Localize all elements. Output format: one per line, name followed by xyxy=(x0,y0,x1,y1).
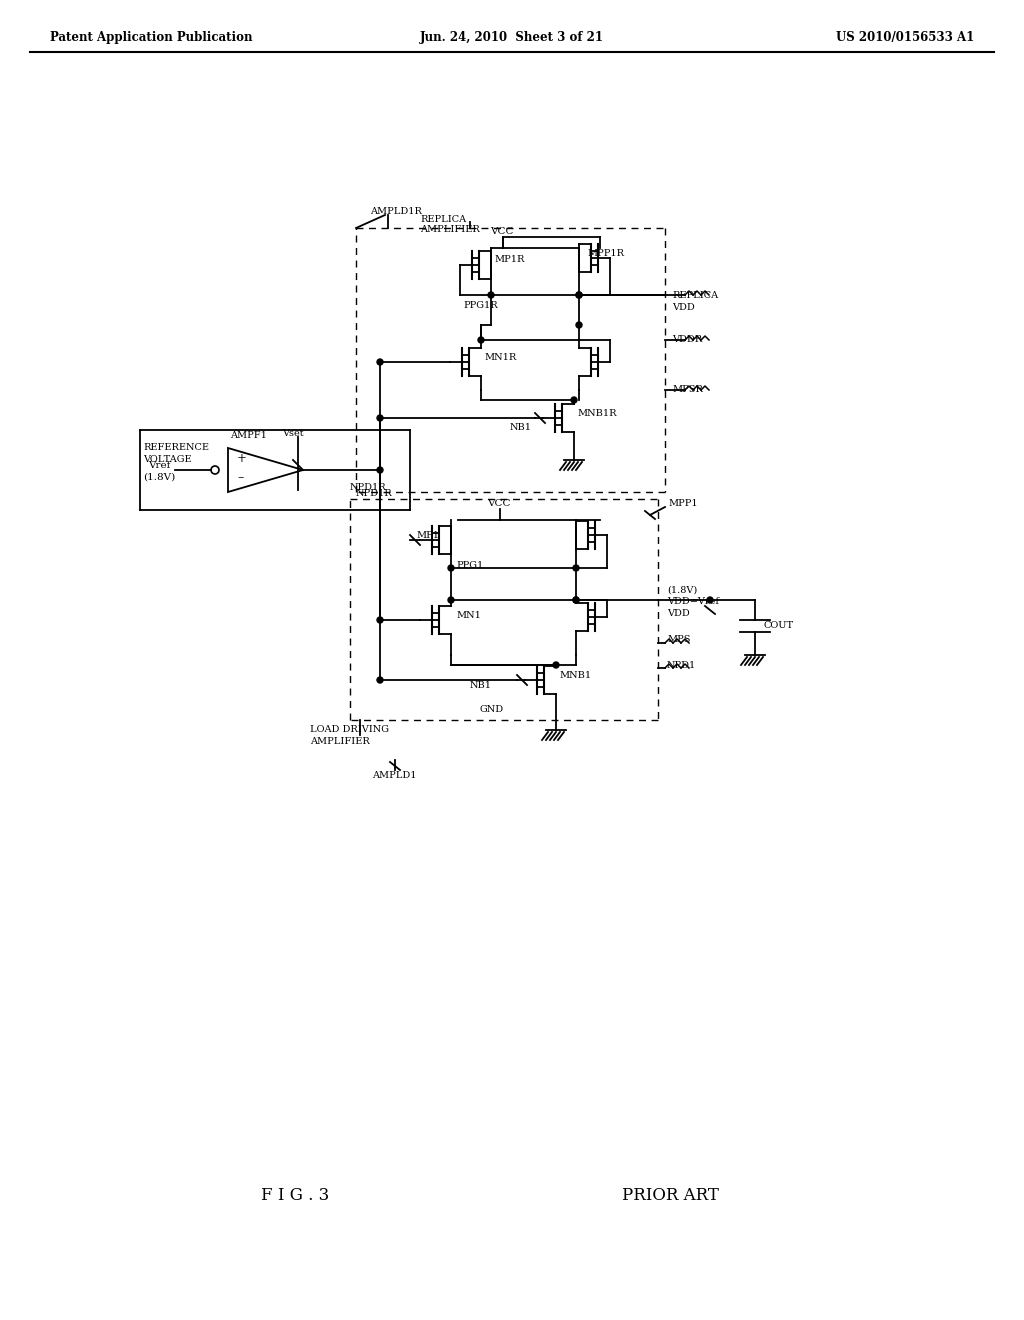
Circle shape xyxy=(377,467,383,473)
Circle shape xyxy=(575,292,582,298)
Circle shape xyxy=(488,292,494,298)
Circle shape xyxy=(575,322,582,327)
Text: AMPLIFIER: AMPLIFIER xyxy=(420,224,480,234)
Text: REPLICA: REPLICA xyxy=(672,290,718,300)
Text: F I G . 3: F I G . 3 xyxy=(261,1187,329,1204)
Text: (1.8V): (1.8V) xyxy=(143,473,175,482)
Text: –: – xyxy=(237,471,244,484)
Text: MP1: MP1 xyxy=(416,531,439,540)
Circle shape xyxy=(573,597,579,603)
Text: MN1: MN1 xyxy=(456,610,481,619)
Text: MPP1R: MPP1R xyxy=(587,248,624,257)
Circle shape xyxy=(449,565,454,572)
Text: AMPF1: AMPF1 xyxy=(230,430,267,440)
Text: VCC: VCC xyxy=(487,499,511,508)
Circle shape xyxy=(571,397,577,403)
Text: NPD1R: NPD1R xyxy=(350,483,387,492)
Circle shape xyxy=(478,337,484,343)
Text: AMPLD1: AMPLD1 xyxy=(372,771,417,780)
Text: NB1: NB1 xyxy=(470,681,492,689)
Text: MN1R: MN1R xyxy=(484,352,516,362)
Text: VDD: VDD xyxy=(667,610,690,619)
Text: AMPLIFIER: AMPLIFIER xyxy=(310,738,370,747)
Text: VDD: VDD xyxy=(672,302,694,312)
Text: Vref: Vref xyxy=(148,462,170,470)
Circle shape xyxy=(377,677,383,682)
Text: NPD1: NPD1 xyxy=(667,660,696,669)
Circle shape xyxy=(707,597,713,603)
Text: REPLICA: REPLICA xyxy=(420,214,466,223)
Circle shape xyxy=(573,565,579,572)
Text: VOLTAGE: VOLTAGE xyxy=(143,455,191,465)
Text: MNB1: MNB1 xyxy=(559,671,591,680)
Text: MPP1: MPP1 xyxy=(668,499,697,507)
Text: PRIOR ART: PRIOR ART xyxy=(622,1187,719,1204)
Text: MNB1R: MNB1R xyxy=(577,408,616,417)
Text: LOAD DRIVING: LOAD DRIVING xyxy=(310,726,389,734)
Circle shape xyxy=(377,616,383,623)
Text: MPSR: MPSR xyxy=(672,385,702,395)
Text: MPS: MPS xyxy=(667,635,690,644)
Text: PPG1R: PPG1R xyxy=(463,301,498,309)
Text: NB1: NB1 xyxy=(510,424,532,433)
Circle shape xyxy=(573,597,579,603)
Text: Patent Application Publication: Patent Application Publication xyxy=(50,32,253,45)
Text: GND: GND xyxy=(480,705,504,714)
Text: NPD1R: NPD1R xyxy=(356,488,392,498)
Text: AMPLD1R: AMPLD1R xyxy=(370,206,422,215)
Text: VDD=Vref: VDD=Vref xyxy=(667,598,719,606)
Text: Jun. 24, 2010  Sheet 3 of 21: Jun. 24, 2010 Sheet 3 of 21 xyxy=(420,32,604,45)
Circle shape xyxy=(377,414,383,421)
Circle shape xyxy=(377,359,383,366)
Text: PPG1: PPG1 xyxy=(456,561,483,569)
Text: VDDR: VDDR xyxy=(672,335,702,345)
Text: +: + xyxy=(237,451,247,465)
Text: MP1R: MP1R xyxy=(494,256,524,264)
Text: (1.8V): (1.8V) xyxy=(667,586,697,594)
Circle shape xyxy=(575,292,582,298)
Text: COUT: COUT xyxy=(763,620,794,630)
Text: REFERENCE: REFERENCE xyxy=(143,444,209,453)
Circle shape xyxy=(449,597,454,603)
Text: US 2010/0156533 A1: US 2010/0156533 A1 xyxy=(836,32,974,45)
Text: Vset: Vset xyxy=(282,429,304,437)
Circle shape xyxy=(553,663,559,668)
Text: VCC: VCC xyxy=(490,227,513,236)
